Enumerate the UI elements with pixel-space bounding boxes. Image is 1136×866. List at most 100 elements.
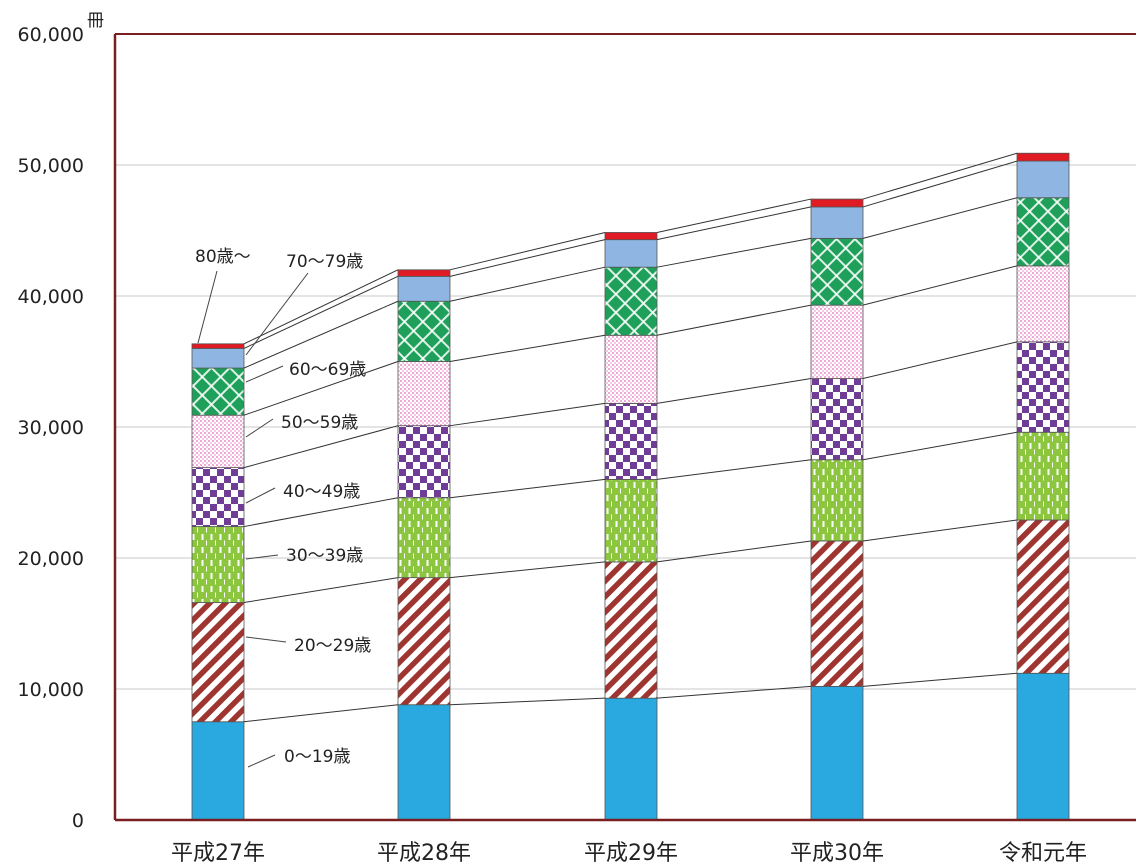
bar-segment	[810, 685, 864, 821]
connector-line	[656, 459, 812, 480]
x-axis-ticks: 平成27年 平成28年 平成29年 平成30年 令和元年	[171, 841, 1087, 866]
bar-segment	[397, 300, 451, 362]
connector-line	[862, 160, 1018, 208]
bar-segment	[604, 334, 658, 404]
bar-segment	[810, 237, 864, 306]
bar-segment	[1016, 672, 1070, 821]
bar-segment	[397, 361, 451, 427]
bar-segment	[191, 721, 245, 821]
bar-segment	[397, 577, 451, 706]
label-leader-line	[245, 487, 276, 504]
bar-segment	[1016, 519, 1070, 674]
connector-line	[243, 577, 399, 604]
bar-segment	[191, 602, 245, 723]
bar-segment	[810, 198, 864, 208]
series-label: 20～29歳	[294, 636, 371, 656]
connector-line	[862, 431, 1018, 461]
y-tick-label: 50,000	[18, 155, 84, 177]
series-label: 30～39歳	[286, 546, 363, 566]
label-leader-line	[245, 272, 309, 356]
bar-segment	[1016, 431, 1070, 521]
y-tick-label: 40,000	[18, 286, 84, 308]
connector-line	[862, 197, 1018, 239]
bar-segment	[810, 206, 864, 239]
bar-segment	[1016, 160, 1070, 199]
y-tick-label: 60,000	[18, 24, 84, 46]
bar-segment	[604, 266, 658, 336]
x-tick-label: 平成28年	[377, 841, 471, 866]
bar-segment	[604, 239, 658, 268]
bar-segment	[397, 269, 451, 277]
bar-segment	[604, 561, 658, 699]
bar-segment	[397, 704, 451, 821]
bar-segment	[1016, 197, 1070, 267]
connector-line	[243, 300, 399, 369]
connector-line	[862, 341, 1018, 380]
label-leader-line	[245, 636, 287, 643]
label-leader-line	[245, 554, 279, 560]
connector-line	[243, 361, 399, 416]
connector-line	[243, 497, 399, 528]
y-tick-label: 10,000	[18, 679, 84, 701]
x-tick-label: 平成30年	[790, 841, 884, 866]
series-label: 0～19歳	[284, 747, 350, 767]
connector-lines	[243, 152, 1018, 723]
connector-line	[656, 378, 812, 404]
connector-line	[449, 231, 606, 271]
connector-line	[656, 685, 812, 699]
x-tick-label: 令和元年	[999, 841, 1087, 866]
connector-line	[656, 206, 812, 241]
y-axis-unit: 冊	[87, 11, 104, 31]
connector-line	[862, 265, 1018, 306]
series-label: 70～79歳	[286, 252, 363, 272]
bar-segment	[810, 304, 864, 379]
connector-line	[449, 478, 606, 499]
connector-line	[656, 540, 812, 563]
connector-line	[243, 704, 399, 723]
bar-segment	[191, 414, 245, 469]
connector-line	[243, 275, 399, 349]
connector-line	[449, 334, 606, 362]
bar-segment	[1016, 152, 1070, 162]
bar-segment	[810, 459, 864, 542]
bar-segment	[604, 478, 658, 563]
series-label: 40～49歳	[283, 482, 360, 502]
bar-segment	[604, 232, 658, 241]
series-labels: 0～19歳 20～29歳 30～39歳 40～49歳 50～59歳 60～69歳 70～79…	[195, 247, 371, 768]
bar-segment	[1016, 265, 1070, 343]
label-leader-line	[197, 270, 218, 344]
series-label: 50～59歳	[281, 413, 358, 433]
connector-line	[656, 237, 812, 268]
connector-line	[656, 198, 812, 233]
bar-segment	[810, 378, 864, 461]
y-tick-label: 20,000	[18, 548, 84, 570]
label-leader-line	[245, 365, 284, 383]
bar-segment	[604, 697, 658, 821]
connector-line	[449, 561, 606, 579]
x-tick-label: 平成27年	[171, 841, 265, 866]
bar-segment	[397, 497, 451, 579]
connector-line	[449, 239, 606, 277]
connector-line	[449, 402, 606, 427]
y-tick-label: 30,000	[18, 417, 84, 439]
bar-segment	[1016, 341, 1070, 433]
connector-line	[449, 266, 606, 302]
y-axis-ticks: 0 10,000 20,000 30,000 40,000 50,000 60,000	[18, 24, 84, 832]
bar-segment	[397, 275, 451, 302]
connector-line	[862, 672, 1018, 687]
series-label: 60～69歳	[289, 360, 366, 380]
y-tick-label: 0	[72, 810, 84, 832]
connector-line	[862, 152, 1018, 200]
connector-line	[656, 304, 812, 336]
bar-segment	[191, 343, 245, 349]
connector-line	[243, 269, 399, 345]
bar-segment	[191, 347, 245, 369]
connector-line	[243, 425, 399, 469]
connector-line	[862, 519, 1018, 542]
bar-segment	[810, 540, 864, 687]
label-leader-line	[245, 418, 274, 438]
series-label: 80歳～	[195, 247, 251, 267]
bar-segment	[191, 367, 245, 416]
label-leader-line	[247, 754, 276, 768]
